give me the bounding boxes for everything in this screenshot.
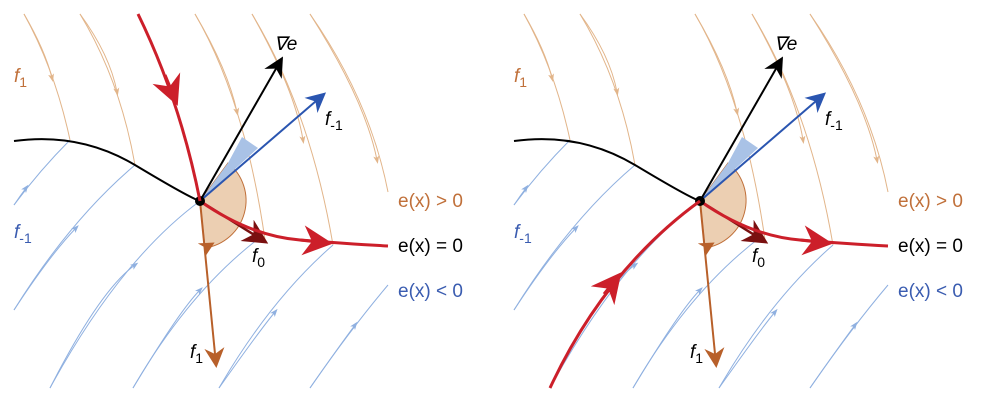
label-grad: ∇e <box>274 34 297 55</box>
svg-text:e(x) = 0: e(x) = 0 <box>398 236 463 257</box>
labels-left: ∇e f-1 f0 f1 f1 f-1 e(x) > 0 e(x) = 0 e(… <box>14 34 463 366</box>
labels-right: ∇e f-1 f0 f1 f1 f-1 e(x) > 0 e(x) = 0 e(… <box>514 34 963 366</box>
svg-text:e(x) < 0: e(x) < 0 <box>398 281 463 302</box>
svg-text:f-1: f-1 <box>14 222 32 246</box>
svg-text:f1: f1 <box>690 342 703 366</box>
left-panel: ∇e f-1 f0 f1 f1 f-1 e(x) > 0 e(x) = 0 e(… <box>14 14 463 388</box>
svg-text:e(x) > 0: e(x) > 0 <box>398 191 463 212</box>
svg-text:f0: f0 <box>752 246 765 270</box>
svg-text:f-1: f-1 <box>514 222 532 246</box>
right-panel: ∇e f-1 f0 f1 f1 f-1 e(x) > 0 e(x) = 0 e(… <box>514 14 963 388</box>
svg-text:∇e: ∇e <box>774 34 797 55</box>
svg-text:f0: f0 <box>252 246 265 270</box>
svg-text:f-1: f-1 <box>325 109 343 133</box>
svg-text:f1: f1 <box>190 342 203 366</box>
svg-text:f1: f1 <box>14 66 27 90</box>
svg-text:f-1: f-1 <box>825 109 843 133</box>
svg-text:e(x) < 0: e(x) < 0 <box>898 281 963 302</box>
svg-text:e(x) = 0: e(x) = 0 <box>898 236 963 257</box>
svg-text:f1: f1 <box>514 66 527 90</box>
svg-text:e(x) > 0: e(x) > 0 <box>898 191 963 212</box>
